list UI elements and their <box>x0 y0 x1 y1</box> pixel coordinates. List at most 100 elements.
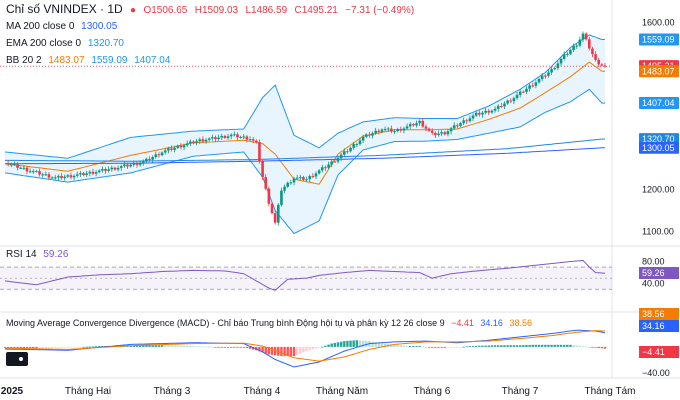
x-axis-label: Tháng Tám <box>585 386 636 397</box>
x-axis-label: Tháng 3 <box>154 386 191 397</box>
ema200-line <box>5 138 605 162</box>
candle-body <box>320 167 324 171</box>
macd-hist-bar <box>239 346 242 348</box>
candle-body <box>581 33 585 40</box>
macd-hist-bar <box>245 346 249 349</box>
candle-body <box>31 171 35 173</box>
ma-legend: MA 200 close 0 1300.05 <box>6 21 121 32</box>
macd-line-value: 34.16 <box>480 318 503 328</box>
candle-body <box>22 167 26 169</box>
macd-hist-bar <box>54 346 57 348</box>
candle-body <box>16 164 19 168</box>
candle-body <box>163 150 167 153</box>
macd-hist-bar <box>299 346 302 354</box>
candle-body <box>148 158 151 160</box>
candle-body <box>317 170 321 174</box>
candle-body <box>569 49 572 54</box>
candle-body <box>333 161 337 163</box>
price-badge <box>639 141 679 154</box>
macd-hist-bar <box>346 340 349 347</box>
macd-hist-bar <box>496 345 500 347</box>
macd-hist-bar <box>550 344 553 347</box>
macd-hist-bar <box>594 346 597 348</box>
candle-body <box>44 174 48 176</box>
macd-badge <box>639 346 679 358</box>
candle-body <box>465 120 469 122</box>
candle-body <box>94 172 98 174</box>
candle-body <box>28 171 32 173</box>
macd-hist-bar <box>421 346 425 348</box>
candle-body <box>572 46 575 50</box>
candle-body <box>468 118 472 122</box>
candle-body <box>298 177 302 179</box>
bb-upper-line <box>4 34 605 159</box>
candle-body <box>324 167 327 169</box>
macd-hist-bar <box>173 345 176 347</box>
macd-hist-bar <box>19 346 22 348</box>
candle-body <box>126 164 129 167</box>
macd-hist-bar <box>229 346 233 348</box>
macd-hist-bar <box>512 345 516 347</box>
macd-hist-bar <box>575 345 578 347</box>
macd-hist-bar <box>311 346 315 350</box>
candle-body <box>434 132 437 136</box>
macd-hist-bar <box>308 346 311 351</box>
macd-hist-bar <box>3 346 7 348</box>
candle-body <box>261 161 264 178</box>
rsi-badge <box>639 267 679 280</box>
candle-body <box>349 147 352 152</box>
macd-hist-bar <box>349 340 352 347</box>
macd-hist-bar <box>207 346 211 348</box>
macd-hist-bar <box>509 345 512 347</box>
macd-hist-bar <box>101 346 104 347</box>
price-badge-label: 1407.04 <box>642 98 675 108</box>
candle-body <box>380 129 384 132</box>
macd-hist-bar <box>518 345 522 347</box>
chart-title: Chỉ số VNINDEX · 1D <box>6 2 123 16</box>
macd-hist-bar <box>584 346 588 348</box>
high-value: H1509.03 <box>194 5 239 16</box>
candle-body <box>452 125 456 129</box>
macd-hist-bar <box>418 346 421 347</box>
macd-hist-bar <box>220 346 223 348</box>
price-tick-label: 1200.00 <box>642 185 675 195</box>
macd-hist-bar <box>201 346 205 348</box>
candle-body <box>198 139 202 142</box>
macd-hist-bar <box>66 346 70 348</box>
candle-body <box>352 144 355 148</box>
candle-body <box>575 45 579 47</box>
candle-body <box>408 124 412 127</box>
macd-hist-bar <box>525 345 528 347</box>
candle-body <box>399 129 403 131</box>
candle-body <box>437 133 440 136</box>
macd-hist-bar <box>490 345 494 347</box>
x-axis-label: Tháng Năm <box>316 386 368 397</box>
candle-body <box>364 134 368 137</box>
candle-body <box>327 164 330 168</box>
candle-body <box>584 33 588 40</box>
macd-hist-bar <box>57 346 60 348</box>
candle-body <box>41 174 44 176</box>
ema-legend: EMA 200 close 0 1320.70 <box>6 38 128 49</box>
macd-hist-bar <box>572 345 575 347</box>
candle-body <box>553 67 557 70</box>
candle-body <box>481 112 484 115</box>
candle-body <box>346 151 349 153</box>
macd-hist-bar <box>603 346 607 349</box>
candle-body <box>286 182 290 187</box>
macd-hist-bar <box>82 346 85 348</box>
candle-body <box>13 164 16 166</box>
candle-body <box>9 164 13 166</box>
candle-body <box>264 177 268 189</box>
macd-hist-bar <box>415 346 418 347</box>
candle-body <box>603 65 607 67</box>
candle-body <box>292 178 296 183</box>
macd-hist-bar <box>531 344 534 347</box>
candle-body <box>522 91 525 93</box>
candle-body <box>537 79 541 83</box>
macd-hist-bar <box>471 345 475 347</box>
macd-hist-bar <box>217 346 220 348</box>
macd-hist-bar <box>484 345 487 347</box>
macd-hist-bar <box>409 346 412 347</box>
